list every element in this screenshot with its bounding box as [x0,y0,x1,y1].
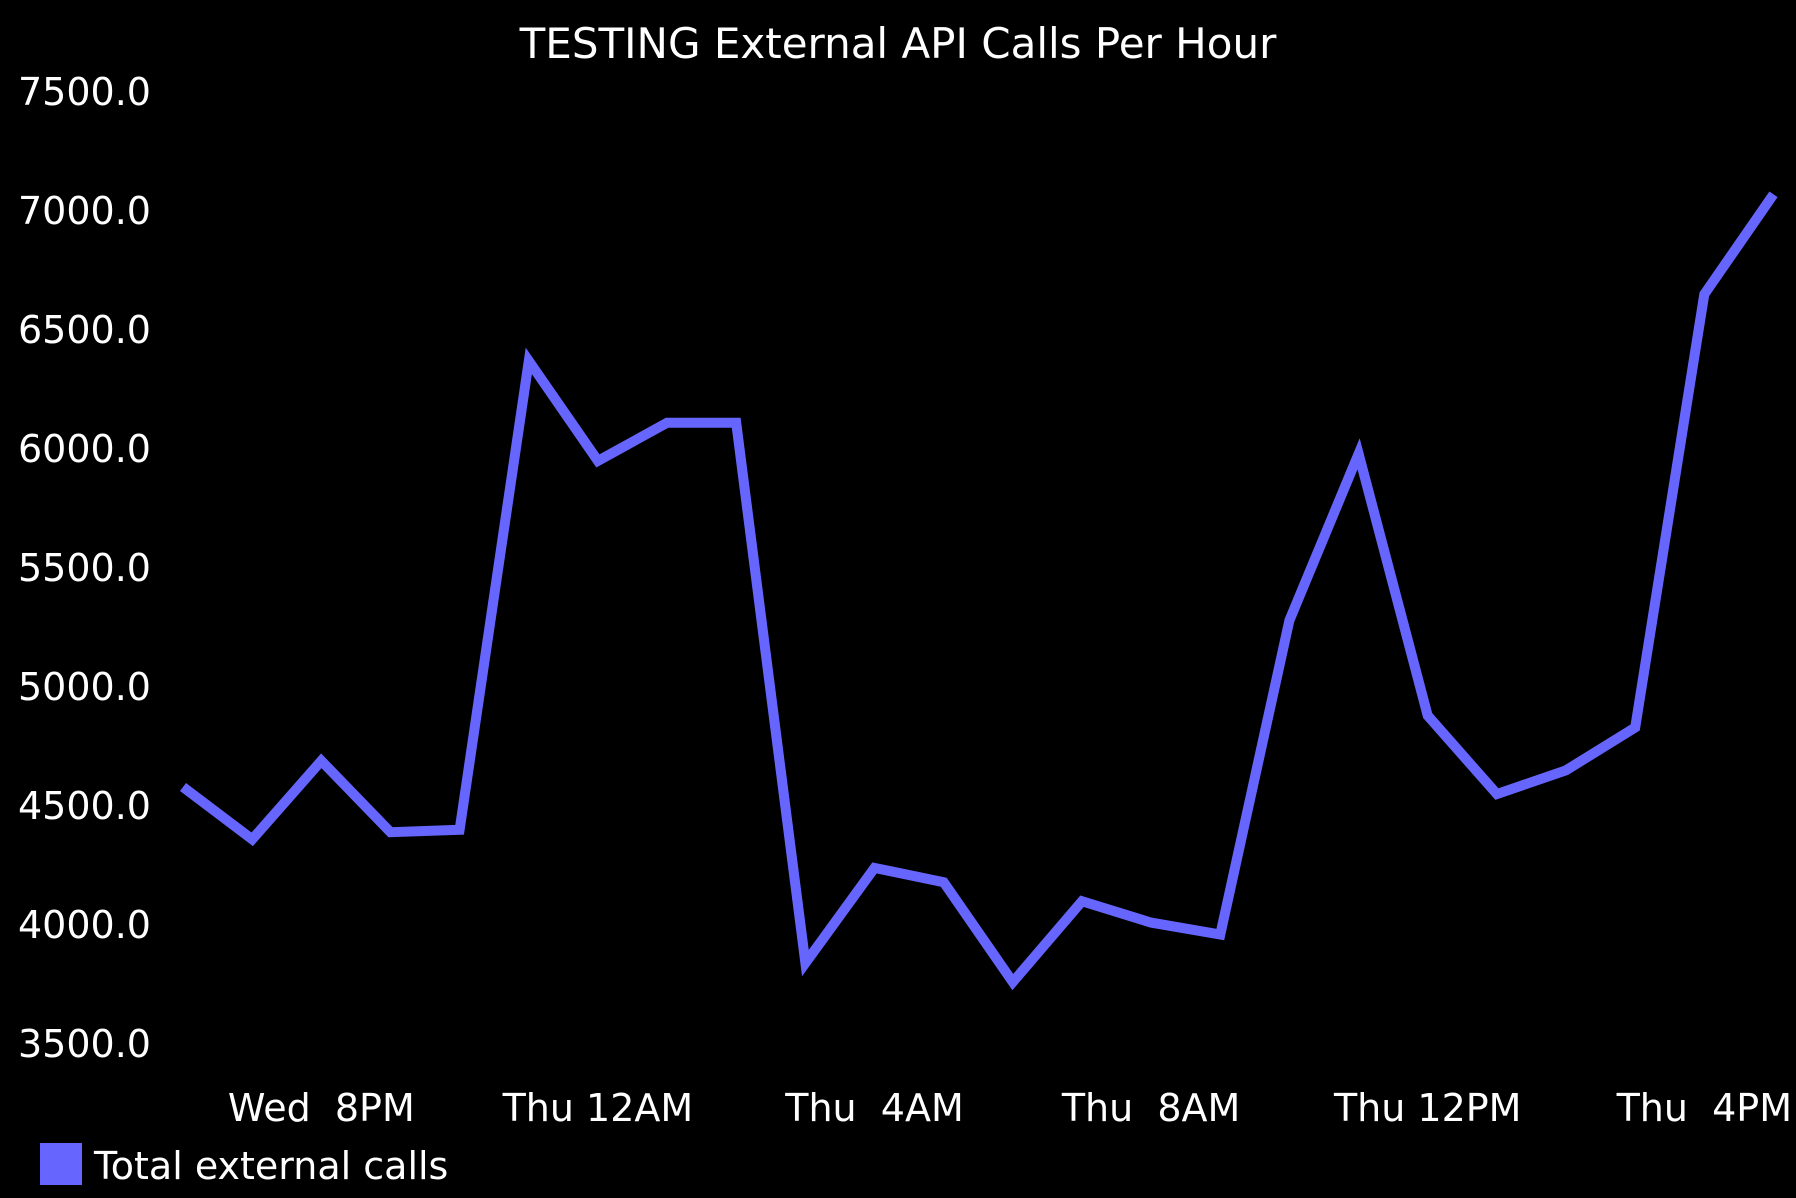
data-point [1285,616,1293,624]
chart-title: TESTING External API Calls Per Hour [519,19,1277,68]
y-axis-ticks: 7500.0 7000.0 6500.0 6000.0 5500.0 5000.0 4500… [18,70,151,1066]
data-point [387,828,395,836]
data-point [1216,931,1224,939]
y-tick-label: 6500.0 [18,308,151,352]
data-point [1424,712,1432,720]
data-point [248,835,256,843]
x-tick-label: Thu 4AM [784,1086,964,1130]
data-point [1562,766,1570,774]
data-point [1009,978,1017,986]
y-tick-label: 4500.0 [18,784,151,828]
x-tick-label: Thu 4PM [1616,1086,1792,1130]
x-tick-label: Thu 8AM [1061,1086,1241,1130]
data-point [663,419,671,427]
data-point [1078,897,1086,905]
y-tick-label: 7000.0 [18,189,151,233]
x-axis-ticks: Wed 8PM Thu 12AM Thu 4AM Thu 8AM Thu 12PM Thu… [228,1086,1792,1130]
y-tick-label: 4000.0 [18,903,151,947]
data-point [1631,724,1639,732]
data-point [1493,790,1501,798]
y-tick-label: 3500.0 [18,1022,151,1066]
legend: Total external calls [40,1143,448,1188]
data-point [525,357,533,365]
series-line-0 [179,191,1778,991]
data-point [317,757,325,765]
data-point [871,864,879,872]
legend-label: Total external calls [93,1144,448,1188]
y-tick-label: 5000.0 [18,665,151,709]
y-tick-label: 6000.0 [18,427,151,471]
data-point [1700,290,1708,298]
y-tick-label: 5500.0 [18,546,151,590]
x-tick-label: Thu 12PM [1333,1086,1522,1130]
x-tick-label: Wed 8PM [228,1086,415,1130]
data-point [456,826,464,834]
data-point [1355,450,1363,458]
data-point [1770,190,1778,198]
data-point [594,457,602,465]
series-lines [179,190,1778,991]
data-point [179,783,187,791]
data-point [940,878,948,886]
x-tick-label: Thu 12AM [502,1086,694,1130]
data-point [732,419,740,427]
legend-swatch [40,1143,82,1185]
y-tick-label: 7500.0 [18,70,151,114]
data-point [801,959,809,967]
data-point [1147,919,1155,927]
